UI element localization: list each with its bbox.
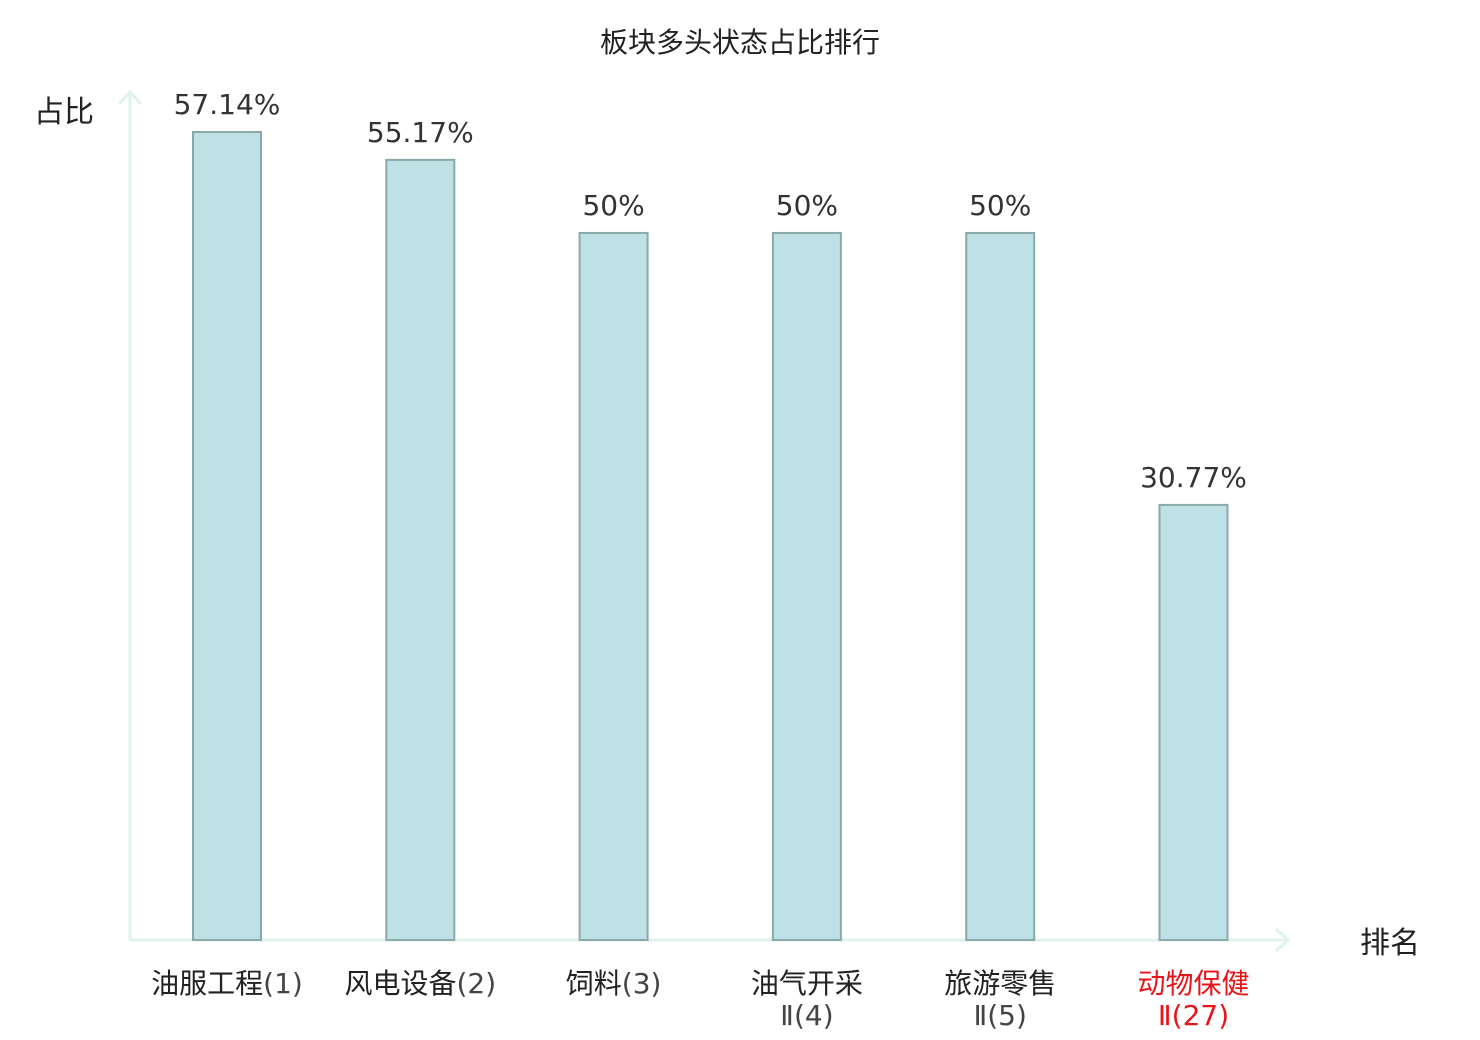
x-axis [130, 927, 1291, 953]
bar-value-label: 57.14% [174, 88, 281, 121]
bar-value-label: 30.77% [1140, 461, 1247, 494]
bar [385, 158, 456, 942]
category-rank: (4) [794, 999, 834, 1032]
category-name: 旅游零售 [944, 967, 1056, 1000]
y-axis [117, 89, 143, 940]
category-name: Ⅱ [1158, 999, 1172, 1032]
category-label: 饲料(3) [566, 967, 662, 1000]
category-label: 油服工程(1) [151, 967, 303, 1000]
category-labels-group: 油服工程(1) 风电设备(2) 饲料(3) 油气开采Ⅱ(4)旅游零售Ⅱ(5)动物保健Ⅱ… [151, 967, 1249, 1032]
category-name: 动物保健 [1137, 967, 1249, 1000]
bars-group [192, 131, 1229, 942]
category-rank: (5) [987, 999, 1027, 1032]
bar [771, 231, 842, 941]
x-axis-label: 排名 [1360, 926, 1420, 961]
category-name: Ⅱ [780, 999, 794, 1032]
bar [965, 231, 1036, 941]
category-label: 旅游零售 [944, 967, 1056, 1000]
bar [192, 131, 262, 941]
chart-title: 板块多头状态占比排行 [600, 26, 880, 59]
bar-value-label: 50% [776, 189, 838, 222]
value-labels-group: 57.14% 55.17% 50% 50% 50% 30.77% [174, 88, 1247, 494]
category-label: 动物保健 [1137, 967, 1249, 1000]
category-label: Ⅱ(5) [973, 999, 1026, 1032]
category-name: 油服工程 [151, 967, 263, 1000]
category-name: 风电设备 [344, 967, 456, 1000]
category-label: Ⅱ(27) [1158, 999, 1229, 1032]
bar-value-label: 50% [969, 189, 1031, 222]
bar [1158, 503, 1229, 941]
category-rank: (1) [263, 967, 303, 1000]
category-rank: (3) [622, 967, 662, 1000]
y-axis-label: 占比 [34, 95, 94, 130]
bar [578, 231, 649, 941]
category-label: 油气开采 [751, 967, 863, 1000]
category-rank: (2) [456, 967, 496, 1000]
bar-value-label: 55.17% [367, 116, 474, 149]
category-name: 饲料 [566, 967, 622, 1000]
category-name: Ⅱ [973, 999, 987, 1032]
category-name: 油气开采 [751, 967, 863, 1000]
category-label: Ⅱ(4) [780, 999, 833, 1032]
category-rank: (27) [1172, 999, 1229, 1032]
category-label: 风电设备(2) [344, 967, 496, 1000]
bar-value-label: 50% [582, 189, 644, 222]
